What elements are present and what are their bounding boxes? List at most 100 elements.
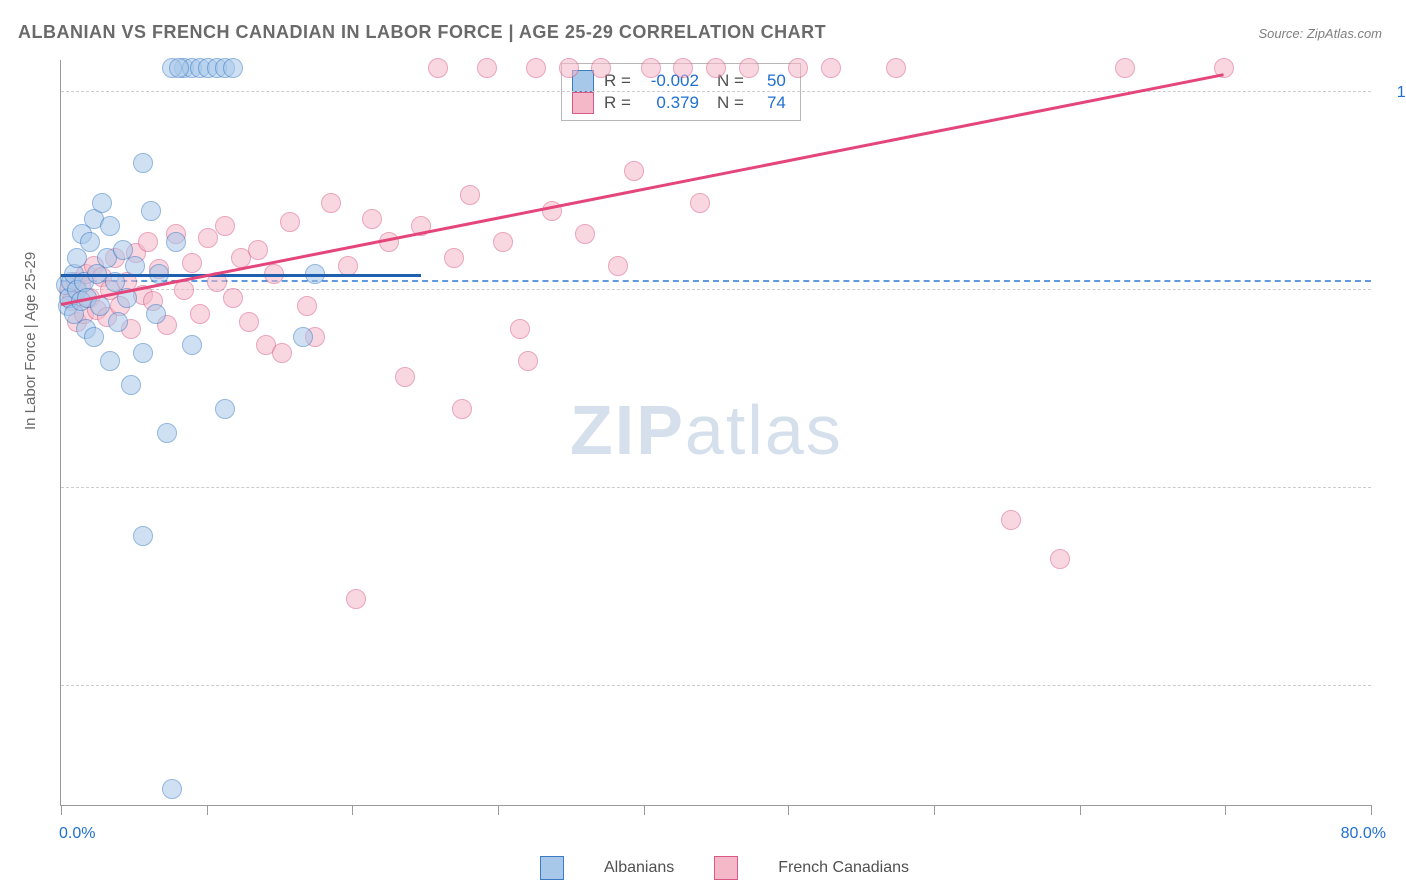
data-point-albanians <box>67 248 87 268</box>
gridline <box>61 685 1371 686</box>
x-axis-min-label: 0.0% <box>59 825 95 843</box>
data-point-french_canadians <box>223 288 243 308</box>
gridline <box>61 91 1371 92</box>
n-value-albanians: 50 <box>754 71 786 91</box>
data-point-albanians <box>157 423 177 443</box>
bottom-legend: Albanians French Canadians <box>540 856 909 880</box>
n-value-french-canadians: 74 <box>754 93 786 113</box>
data-point-french_canadians <box>280 212 300 232</box>
trend-line-albanians <box>61 274 421 277</box>
x-tick <box>207 805 208 815</box>
x-tick <box>934 805 935 815</box>
x-tick <box>1371 805 1372 815</box>
data-point-french_canadians <box>690 193 710 213</box>
data-point-albanians <box>223 58 243 78</box>
data-point-albanians <box>133 343 153 363</box>
source-label: Source: ZipAtlas.com <box>1258 26 1382 41</box>
data-point-french_canadians <box>510 319 530 339</box>
x-axis-max-label: 80.0% <box>1341 825 1386 843</box>
data-point-albanians <box>100 351 120 371</box>
r-label: R = <box>604 93 631 113</box>
data-point-french_canadians <box>493 232 513 252</box>
data-point-french_canadians <box>608 256 628 276</box>
legend-label-french-canadians: French Canadians <box>778 859 909 877</box>
data-point-albanians <box>100 216 120 236</box>
data-point-albanians <box>293 327 313 347</box>
y-tick-label: 62.5% <box>1381 678 1406 696</box>
scatter-plot-area: R = -0.002 N = 50 R = 0.379 N = 74 62.5%… <box>60 60 1371 806</box>
n-label: N = <box>717 93 744 113</box>
data-point-french_canadians <box>182 253 202 273</box>
data-point-albanians <box>84 327 104 347</box>
data-point-french_canadians <box>788 58 808 78</box>
data-point-albanians <box>169 58 189 78</box>
swatch-french-canadians <box>572 92 594 114</box>
data-point-albanians <box>133 153 153 173</box>
data-point-french_canadians <box>321 193 341 213</box>
x-tick <box>1080 805 1081 815</box>
data-point-french_canadians <box>248 240 268 260</box>
data-point-french_canadians <box>190 304 210 324</box>
data-point-french_canadians <box>362 209 382 229</box>
x-tick <box>352 805 353 815</box>
data-point-albanians <box>146 304 166 324</box>
data-point-french_canadians <box>559 58 579 78</box>
data-point-french_canadians <box>297 296 317 316</box>
data-point-albanians <box>125 256 145 276</box>
data-point-french_canadians <box>1115 58 1135 78</box>
data-point-french_canadians <box>739 58 759 78</box>
r-value-french-canadians: 0.379 <box>641 93 699 113</box>
data-point-albanians <box>121 375 141 395</box>
data-point-albanians <box>166 232 186 252</box>
data-point-french_canadians <box>444 248 464 268</box>
data-point-french_canadians <box>215 216 235 236</box>
x-tick <box>644 805 645 815</box>
data-point-french_canadians <box>821 58 841 78</box>
y-tick-label: 75.0% <box>1381 480 1406 498</box>
data-point-french_canadians <box>1001 510 1021 530</box>
data-point-french_canadians <box>518 351 538 371</box>
data-point-french_canadians <box>477 58 497 78</box>
data-point-french_canadians <box>641 58 661 78</box>
x-tick <box>788 805 789 815</box>
data-point-french_canadians <box>886 58 906 78</box>
data-point-french_canadians <box>1050 549 1070 569</box>
data-point-albanians <box>92 193 112 213</box>
reference-line <box>61 280 1371 282</box>
gridline <box>61 487 1371 488</box>
data-point-french_canadians <box>239 312 259 332</box>
data-point-albanians <box>215 399 235 419</box>
data-point-albanians <box>182 335 202 355</box>
data-point-albanians <box>133 526 153 546</box>
data-point-french_canadians <box>452 399 472 419</box>
data-point-albanians <box>162 779 182 799</box>
legend-swatch-french-canadians <box>714 856 738 880</box>
data-point-french_canadians <box>338 256 358 276</box>
data-point-french_canadians <box>395 367 415 387</box>
data-point-french_canadians <box>138 232 158 252</box>
data-point-french_canadians <box>706 58 726 78</box>
data-point-french_canadians <box>624 161 644 181</box>
data-point-french_canadians <box>346 589 366 609</box>
data-point-albanians <box>108 312 128 332</box>
stats-row-french-canadians: R = 0.379 N = 74 <box>572 92 786 114</box>
x-tick <box>61 805 62 815</box>
data-point-french_canadians <box>673 58 693 78</box>
data-point-french_canadians <box>575 224 595 244</box>
x-tick <box>1225 805 1226 815</box>
data-point-french_canadians <box>460 185 480 205</box>
x-tick <box>498 805 499 815</box>
data-point-albanians <box>141 201 161 221</box>
data-point-albanians <box>80 232 100 252</box>
chart-title: ALBANIAN VS FRENCH CANADIAN IN LABOR FOR… <box>18 22 826 43</box>
legend-label-albanians: Albanians <box>604 859 674 877</box>
y-tick-label: 87.5% <box>1381 282 1406 300</box>
y-axis-label: In Labor Force | Age 25-29 <box>22 252 39 430</box>
legend-swatch-albanians <box>540 856 564 880</box>
data-point-french_canadians <box>428 58 448 78</box>
data-point-french_canadians <box>591 58 611 78</box>
data-point-french_canadians <box>272 343 292 363</box>
y-tick-label: 100.0% <box>1381 84 1406 102</box>
data-point-french_canadians <box>526 58 546 78</box>
gridline <box>61 289 1371 290</box>
